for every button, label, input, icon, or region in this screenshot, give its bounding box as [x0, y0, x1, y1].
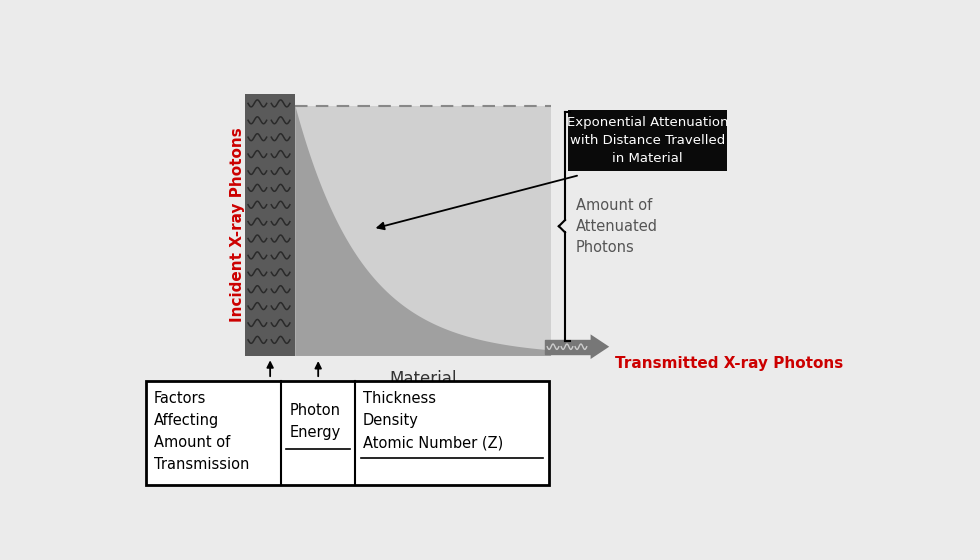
Bar	[295, 106, 551, 356]
Text: Incident X-ray Photons: Incident X-ray Photons	[229, 128, 245, 323]
Text: Factors
Affecting
Amount of
Transmission: Factors Affecting Amount of Transmission	[154, 391, 249, 472]
Polygon shape	[591, 334, 610, 359]
Text: Thickness
Density
Atomic Number (Z): Thickness Density Atomic Number (Z)	[363, 391, 503, 450]
Text: Exponential Attenuation
with Distance Travelled
in Material: Exponential Attenuation with Distance Tr…	[566, 116, 728, 165]
Bar	[245, 94, 295, 356]
Text: Transmitted X-ray Photons: Transmitted X-ray Photons	[615, 356, 844, 371]
Text: Photon
Energy: Photon Energy	[289, 403, 340, 440]
Text: Material: Material	[389, 370, 457, 388]
Text: Amount of
Attenuated
Photons: Amount of Attenuated Photons	[576, 198, 658, 255]
Bar	[146, 381, 549, 486]
Bar	[568, 110, 727, 171]
Polygon shape	[295, 106, 551, 356]
